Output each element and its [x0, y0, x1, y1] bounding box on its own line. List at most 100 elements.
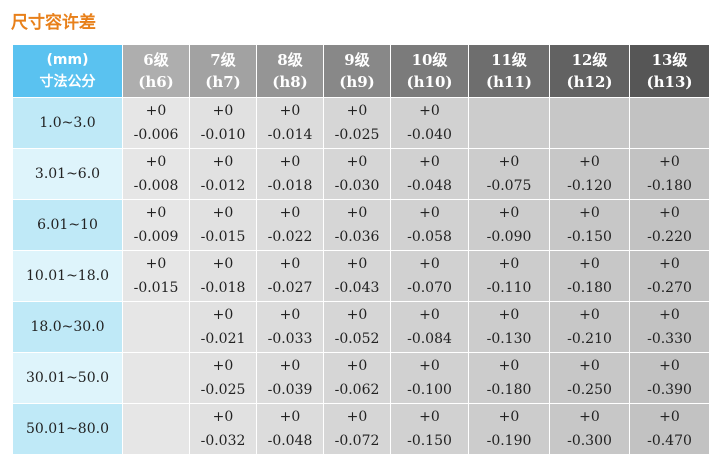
tolerance-cell: +0 -0.012	[189, 148, 257, 200]
table-row: 1.0~3.0 +0 -0.006 +0 -0.010 +0 -0.014 +0 -0.025 +…	[12, 97, 710, 149]
lower-deviation: -0.008	[133, 178, 179, 194]
tolerance-cell: +0 -0.150	[549, 199, 630, 251]
lower-deviation: -0.009	[133, 229, 179, 245]
column-grade: 12级	[571, 51, 608, 69]
upper-deviation: +0	[279, 256, 301, 272]
upper-deviation: +0	[279, 358, 301, 374]
tolerance-cell: +0 -0.015	[122, 250, 190, 302]
lower-deviation: -0.015	[200, 229, 246, 245]
table-row: 30.01~50.0 +0 -0.025 +0 -0.039 +0 -0.062 +0 -0.1…	[12, 352, 710, 404]
tolerance-cell: +0 -0.390	[629, 352, 710, 404]
tolerance-cell: +0 -0.009	[122, 199, 190, 251]
upper-deviation: +0	[659, 256, 680, 272]
upper-deviation: +0	[145, 256, 167, 272]
size-range-cell: 30.01~50.0	[12, 352, 123, 404]
lower-deviation: -0.220	[647, 229, 692, 245]
upper-deviation: +0	[212, 358, 234, 374]
column-header: 12级 (h12)	[549, 44, 630, 98]
tolerance-cell: +0 -0.048	[390, 148, 469, 200]
corner-header: (mm) 寸法公分	[12, 44, 123, 98]
upper-deviation: +0	[498, 409, 520, 425]
lower-deviation: -0.180	[486, 382, 532, 398]
upper-deviation: +0	[212, 256, 234, 272]
tolerance-cell: +0 -0.033	[256, 301, 324, 353]
empty-cell	[629, 97, 710, 149]
lower-deviation: -0.018	[267, 178, 313, 194]
upper-deviation: +0	[212, 103, 234, 119]
empty-cell	[122, 352, 190, 404]
upper-deviation: +0	[419, 154, 440, 170]
upper-deviation: +0	[346, 205, 368, 221]
lower-deviation: -0.130	[486, 331, 532, 347]
upper-deviation: +0	[346, 409, 368, 425]
upper-deviation: +0	[579, 205, 600, 221]
upper-deviation: +0	[419, 205, 440, 221]
tolerance-cell: +0 -0.039	[256, 352, 324, 404]
tolerance-cell: +0 -0.030	[323, 148, 391, 200]
empty-cell	[468, 97, 550, 149]
tolerance-cell: +0 -0.025	[323, 97, 391, 149]
tolerance-cell: +0 -0.150	[390, 403, 469, 455]
lower-deviation: -0.210	[567, 331, 612, 347]
lower-deviation: -0.062	[334, 382, 380, 398]
lower-deviation: -0.048	[267, 433, 313, 449]
column-grade: 6级	[143, 51, 169, 69]
upper-deviation: +0	[145, 154, 167, 170]
tolerance-cell: +0 -0.072	[323, 403, 391, 455]
tolerance-table: (mm) 寸法公分 6级 (h6) 7级 (h7) 8级 (h8) 9级 (h9) 10…	[12, 44, 710, 455]
lower-deviation: -0.010	[200, 127, 246, 143]
tolerance-cell: +0 -0.062	[323, 352, 391, 404]
upper-deviation: +0	[346, 358, 368, 374]
tolerance-cell: +0 -0.090	[468, 199, 550, 251]
upper-deviation: +0	[498, 256, 520, 272]
lower-deviation: -0.090	[486, 229, 532, 245]
lower-deviation: -0.190	[486, 433, 532, 449]
tolerance-cell: +0 -0.025	[189, 352, 257, 404]
lower-deviation: -0.470	[647, 433, 692, 449]
lower-deviation: -0.021	[200, 331, 246, 347]
upper-deviation: +0	[579, 256, 600, 272]
tolerance-cell: +0 -0.058	[390, 199, 469, 251]
column-header: 6级 (h6)	[122, 44, 190, 98]
tolerance-cell: +0 -0.052	[323, 301, 391, 353]
upper-deviation: +0	[498, 358, 520, 374]
tolerance-cell: +0 -0.084	[390, 301, 469, 353]
column-grade: 8级	[277, 51, 303, 69]
lower-deviation: -0.250	[567, 382, 612, 398]
lower-deviation: -0.100	[407, 382, 452, 398]
table-row: 18.0~30.0 +0 -0.021 +0 -0.033 +0 -0.052 +0 -0.08…	[12, 301, 710, 353]
column-header: 7级 (h7)	[189, 44, 257, 98]
lower-deviation: -0.039	[267, 382, 313, 398]
lower-deviation: -0.025	[200, 382, 246, 398]
tolerance-cell: +0 -0.210	[549, 301, 630, 353]
upper-deviation: +0	[212, 205, 234, 221]
tolerance-cell: +0 -0.040	[390, 97, 469, 149]
upper-deviation: +0	[659, 307, 680, 323]
upper-deviation: +0	[279, 307, 301, 323]
column-grade: 10级	[411, 51, 448, 69]
column-grade: 11级	[491, 51, 527, 69]
size-range-cell: 10.01~18.0	[12, 250, 123, 302]
tolerance-cell: +0 -0.008	[122, 148, 190, 200]
upper-deviation: +0	[212, 409, 234, 425]
upper-deviation: +0	[279, 103, 301, 119]
table-row: 3.01~6.0 +0 -0.008 +0 -0.012 +0 -0.018 +0 -0.030…	[12, 148, 710, 200]
lower-deviation: -0.018	[200, 280, 246, 296]
column-grade: 9级	[344, 51, 370, 69]
upper-deviation: +0	[279, 409, 301, 425]
tolerance-cell: +0 -0.048	[256, 403, 324, 455]
lower-deviation: -0.150	[407, 433, 452, 449]
table-row: 10.01~18.0 +0 -0.015 +0 -0.018 +0 -0.027 +0 -0.0…	[12, 250, 710, 302]
upper-deviation: +0	[419, 103, 440, 119]
tolerance-cell: +0 -0.180	[629, 148, 710, 200]
upper-deviation: +0	[145, 205, 167, 221]
upper-deviation: +0	[498, 154, 520, 170]
tolerance-cell: +0 -0.110	[468, 250, 550, 302]
lower-deviation: -0.014	[267, 127, 313, 143]
lower-deviation: -0.270	[647, 280, 692, 296]
column-code: (h13)	[646, 73, 693, 91]
upper-deviation: +0	[279, 205, 301, 221]
tolerance-cell: +0 -0.190	[468, 403, 550, 455]
lower-deviation: -0.084	[407, 331, 452, 347]
column-code: (h8)	[272, 73, 308, 91]
